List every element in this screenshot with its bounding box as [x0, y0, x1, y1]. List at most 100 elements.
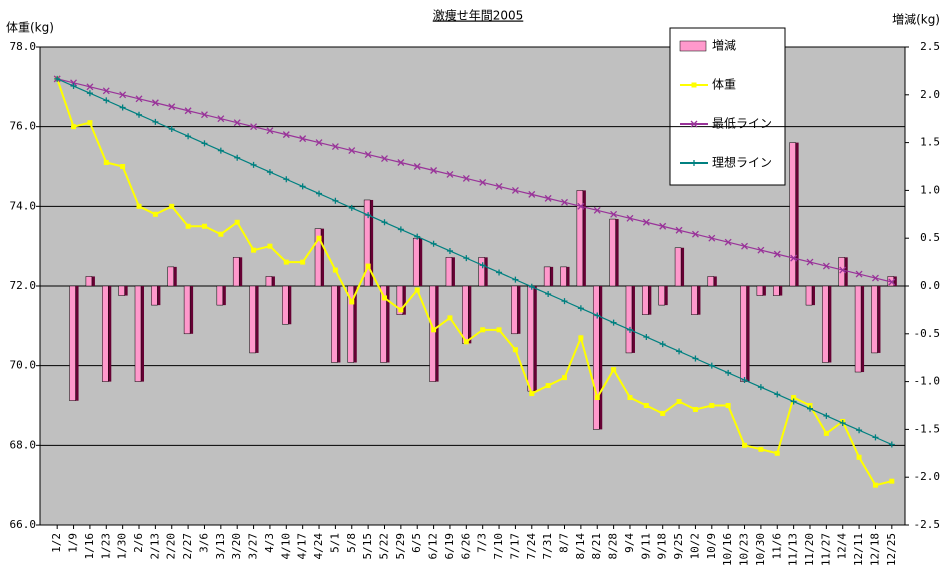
- bar: [756, 285, 764, 296]
- bar: [429, 285, 436, 382]
- point: [692, 406, 698, 412]
- point: [447, 315, 453, 321]
- point: [791, 395, 797, 401]
- x-tick-label: 5/15: [361, 533, 374, 560]
- x-tick-label: 5/22: [377, 533, 390, 560]
- point: [872, 434, 879, 441]
- point: [119, 104, 126, 111]
- point: [496, 269, 503, 276]
- bar: [85, 276, 93, 287]
- point: [855, 270, 863, 278]
- point: [316, 190, 323, 197]
- point: [593, 206, 601, 214]
- x-tick-label: 8/28: [607, 533, 620, 560]
- x-tick-label: 7/3: [476, 533, 489, 553]
- x-tick-label: 6/12: [427, 533, 440, 560]
- point: [217, 115, 225, 123]
- y-axis-label: 体重(kg): [6, 21, 54, 35]
- point: [446, 247, 453, 254]
- x-tick-label: 7/10: [492, 533, 505, 560]
- point: [626, 214, 634, 222]
- point: [381, 295, 387, 301]
- point: [626, 326, 633, 333]
- x-tick-label: 9/11: [639, 533, 652, 560]
- bar: [347, 285, 355, 363]
- legend-swatch: [679, 40, 707, 52]
- point: [103, 97, 110, 104]
- x-tick-label: 10/9: [705, 533, 718, 560]
- point: [544, 194, 552, 202]
- x-tick-label: 5/1: [328, 533, 341, 553]
- point: [545, 290, 552, 297]
- x-tick-label: 12/4: [836, 533, 849, 560]
- point: [708, 234, 716, 242]
- point: [856, 427, 863, 434]
- point: [300, 259, 306, 265]
- point: [136, 111, 143, 118]
- x-tick-label: 3/27: [247, 533, 260, 560]
- point: [168, 126, 175, 133]
- point: [871, 274, 879, 282]
- point: [479, 178, 487, 186]
- x-tick-label: 4/10: [279, 533, 292, 560]
- bar: [674, 247, 682, 287]
- x-tick-label: 10/2: [688, 533, 701, 560]
- point: [250, 123, 258, 131]
- y2-tick-label: 2.5: [920, 40, 940, 53]
- x-tick-label: 11/27: [819, 533, 832, 566]
- point: [201, 140, 208, 147]
- bar: [396, 285, 404, 315]
- point: [332, 197, 339, 204]
- point: [856, 454, 862, 460]
- x-tick-label: 11/6: [770, 533, 783, 560]
- x-tick-label: 9/25: [672, 533, 685, 560]
- x-tick-label: 4/17: [296, 533, 309, 560]
- x-tick-label: 10/30: [754, 533, 767, 566]
- bar: [576, 190, 584, 287]
- point: [790, 398, 797, 405]
- x-tick-label: 4/3: [263, 533, 276, 553]
- point: [529, 391, 535, 397]
- x-tick-label: 6/26: [459, 533, 472, 560]
- point: [397, 226, 404, 233]
- point: [806, 258, 814, 266]
- point: [823, 412, 830, 419]
- point: [185, 133, 192, 140]
- x-tick-label: 6/19: [443, 533, 456, 560]
- point: [185, 223, 191, 229]
- point: [201, 223, 207, 229]
- point: [282, 131, 290, 139]
- point: [741, 377, 748, 384]
- point: [773, 250, 781, 258]
- y2-tick-label: 2.0: [920, 88, 940, 101]
- point: [725, 369, 732, 376]
- point: [512, 347, 518, 353]
- legend-marker: [691, 160, 697, 166]
- point: [872, 482, 878, 488]
- bar: [527, 285, 535, 392]
- legend-marker: [691, 82, 697, 88]
- bar: [314, 228, 322, 287]
- x-tick-label: 1/23: [99, 533, 112, 560]
- legend-label: 理想ライン: [712, 155, 772, 170]
- point: [136, 203, 142, 209]
- bar: [151, 285, 158, 306]
- bar: [805, 285, 813, 306]
- point: [660, 410, 666, 416]
- bar: [445, 257, 453, 287]
- bar: [658, 285, 665, 306]
- y-tick-label: 66.0: [10, 518, 37, 531]
- point: [331, 143, 339, 151]
- x-tick-label: 8/21: [590, 533, 603, 560]
- x-tick-label: 12/18: [868, 533, 881, 566]
- bar: [822, 285, 829, 363]
- legend-label: 体重: [712, 78, 736, 92]
- x-tick-label: 11/20: [803, 533, 816, 566]
- point: [349, 299, 355, 305]
- point: [659, 341, 666, 348]
- bar: [249, 285, 256, 354]
- x-tick-label: 5/29: [394, 533, 407, 560]
- point: [217, 147, 224, 154]
- point: [528, 283, 535, 290]
- point: [774, 450, 780, 456]
